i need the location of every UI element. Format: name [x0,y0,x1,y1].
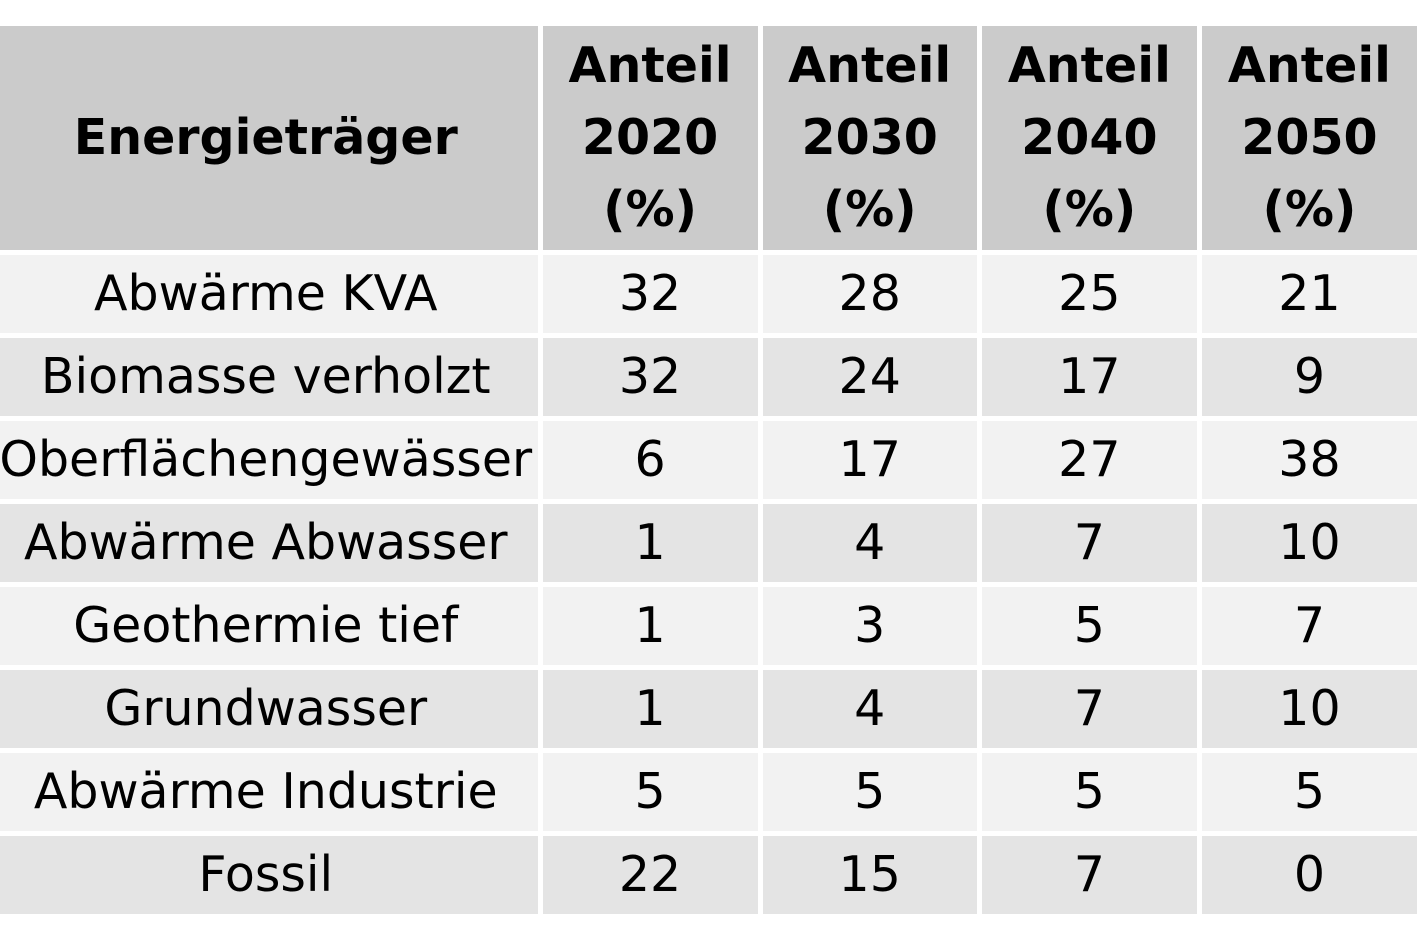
header-anteil-2020: Anteil 2020 (%) [542,26,758,250]
cell-anteil-2040: 17 [981,338,1197,416]
cell-anteil-2050: 38 [1201,421,1417,499]
header-anteil-2050: Anteil 2050 (%) [1201,26,1417,250]
header-line: Anteil [1227,37,1391,94]
cell-anteil-2030: 28 [762,255,977,333]
header-line: 2020 [581,109,719,166]
cell-energietraeger: Oberflächengewässer [0,421,538,499]
header-line: (%) [603,181,697,238]
cell-anteil-2040: 25 [981,255,1197,333]
cell-energietraeger: Abwärme Industrie [0,753,538,831]
cell-anteil-2050: 10 [1201,670,1417,748]
table-row: Biomasse verholzt 32 24 17 9 [0,338,1417,416]
energy-share-table-container: Energieträger Anteil 2020 (%) Anteil 203… [0,26,1417,914]
cell-energietraeger: Biomasse verholzt [0,338,538,416]
table-row: Grundwasser 1 4 7 10 [0,670,1417,748]
cell-anteil-2030: 4 [762,670,977,748]
header-line: Anteil [788,37,952,94]
header-anteil-2030: Anteil 2030 (%) [762,26,977,250]
cell-anteil-2030: 17 [762,421,977,499]
header-line: (%) [1262,181,1357,238]
header-line: Anteil [568,37,732,94]
header-energietraeger: Energieträger [0,26,538,250]
table-row: Geothermie tief 1 3 5 7 [0,587,1417,665]
header-line: Anteil [1007,37,1171,94]
cell-anteil-2030: 15 [762,836,977,914]
energy-share-table: Energieträger Anteil 2020 (%) Anteil 203… [0,21,1417,919]
table-row: Oberflächengewässer 6 17 27 38 [0,421,1417,499]
cell-anteil-2030: 4 [762,504,977,582]
cell-anteil-2030: 5 [762,753,977,831]
cell-anteil-2030: 24 [762,338,977,416]
cell-anteil-2020: 5 [542,753,758,831]
cell-anteil-2050: 7 [1201,587,1417,665]
cell-anteil-2050: 0 [1201,836,1417,914]
table-row: Fossil 22 15 7 0 [0,836,1417,914]
table-row: Abwärme KVA 32 28 25 21 [0,255,1417,333]
header-line: 2040 [1021,109,1158,166]
cell-anteil-2020: 1 [542,670,758,748]
cell-anteil-2050: 21 [1201,255,1417,333]
cell-anteil-2040: 5 [981,587,1197,665]
cell-energietraeger: Abwärme KVA [0,255,538,333]
cell-anteil-2020: 6 [542,421,758,499]
header-line: 2030 [801,109,938,166]
table-header-row: Energieträger Anteil 2020 (%) Anteil 203… [0,26,1417,250]
cell-anteil-2020: 22 [542,836,758,914]
cell-anteil-2030: 3 [762,587,977,665]
cell-anteil-2050: 10 [1201,504,1417,582]
header-line: (%) [1042,181,1137,238]
cell-energietraeger: Fossil [0,836,538,914]
cell-anteil-2040: 7 [981,504,1197,582]
header-line: 2050 [1241,109,1378,166]
cell-energietraeger: Geothermie tief [0,587,538,665]
cell-anteil-2020: 1 [542,587,758,665]
cell-anteil-2020: 32 [542,255,758,333]
cell-anteil-2040: 7 [981,836,1197,914]
cell-anteil-2040: 27 [981,421,1197,499]
header-anteil-2040: Anteil 2040 (%) [981,26,1197,250]
cell-energietraeger: Abwärme Abwasser [0,504,538,582]
cell-anteil-2040: 7 [981,670,1197,748]
header-line: (%) [822,181,917,238]
cell-anteil-2040: 5 [981,753,1197,831]
cell-anteil-2020: 32 [542,338,758,416]
table-row: Abwärme Abwasser 1 4 7 10 [0,504,1417,582]
cell-energietraeger: Grundwasser [0,670,538,748]
cell-anteil-2020: 1 [542,504,758,582]
table-row: Abwärme Industrie 5 5 5 5 [0,753,1417,831]
cell-anteil-2050: 5 [1201,753,1417,831]
cell-anteil-2050: 9 [1201,338,1417,416]
